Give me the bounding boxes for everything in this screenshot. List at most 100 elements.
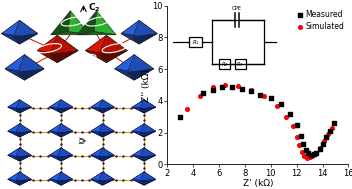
Polygon shape [99, 172, 114, 181]
Simulated [249, 88, 254, 91]
Polygon shape [91, 179, 107, 185]
Polygon shape [139, 34, 157, 44]
Polygon shape [61, 131, 73, 137]
Polygon shape [91, 100, 107, 109]
Polygon shape [8, 148, 24, 157]
Polygon shape [8, 124, 20, 133]
Measured [210, 88, 215, 91]
Polygon shape [8, 131, 20, 137]
Polygon shape [49, 172, 61, 181]
Polygon shape [13, 34, 38, 44]
Polygon shape [57, 107, 73, 113]
Legend: Measured, Simulated: Measured, Simulated [296, 9, 345, 31]
Polygon shape [36, 51, 65, 63]
Polygon shape [8, 131, 24, 137]
Polygon shape [102, 172, 114, 181]
Polygon shape [49, 179, 65, 185]
Polygon shape [144, 148, 156, 157]
Polygon shape [20, 172, 31, 181]
Measured [332, 122, 337, 125]
Polygon shape [8, 100, 24, 109]
Polygon shape [102, 124, 114, 133]
Polygon shape [140, 155, 156, 161]
Polygon shape [99, 100, 114, 109]
Simulated [302, 154, 307, 157]
Polygon shape [5, 55, 31, 73]
Polygon shape [1, 20, 20, 37]
Polygon shape [91, 124, 107, 133]
Polygon shape [132, 124, 144, 133]
Polygon shape [91, 107, 102, 113]
Polygon shape [5, 55, 25, 73]
Polygon shape [61, 179, 73, 185]
Polygon shape [51, 11, 70, 35]
Polygon shape [132, 124, 148, 133]
Polygon shape [91, 148, 107, 157]
Simulated [290, 125, 296, 128]
Polygon shape [99, 131, 114, 137]
Polygon shape [144, 107, 156, 113]
Polygon shape [91, 172, 102, 181]
Polygon shape [49, 124, 65, 133]
Measured [303, 149, 309, 152]
Polygon shape [77, 11, 96, 35]
Polygon shape [132, 148, 148, 157]
Measured [313, 151, 319, 154]
Polygon shape [132, 155, 148, 161]
Measured [308, 153, 314, 156]
Polygon shape [57, 124, 73, 133]
Polygon shape [8, 172, 20, 181]
Text: $\bigcirc$: $\bigcirc$ [78, 136, 86, 146]
Polygon shape [61, 172, 73, 181]
Simulated [307, 156, 313, 159]
Polygon shape [132, 148, 144, 157]
Polygon shape [132, 131, 144, 137]
Polygon shape [132, 100, 144, 109]
Y-axis label: Z'' (kΩ): Z'' (kΩ) [142, 69, 151, 101]
Polygon shape [144, 172, 156, 181]
X-axis label: Z' (kΩ): Z' (kΩ) [243, 179, 273, 188]
Polygon shape [13, 20, 38, 37]
Polygon shape [8, 179, 20, 185]
Polygon shape [36, 35, 65, 55]
Polygon shape [8, 107, 24, 113]
Polygon shape [132, 172, 144, 181]
Polygon shape [134, 55, 154, 73]
Polygon shape [115, 55, 141, 73]
Simulated [299, 150, 305, 153]
Simulated [210, 86, 215, 89]
Measured [229, 85, 235, 88]
Polygon shape [99, 35, 127, 55]
Polygon shape [8, 155, 24, 161]
Polygon shape [51, 32, 90, 35]
Polygon shape [49, 172, 65, 181]
Polygon shape [49, 155, 61, 161]
Polygon shape [57, 100, 73, 109]
Polygon shape [140, 148, 156, 157]
Polygon shape [57, 35, 78, 55]
Measured [219, 86, 225, 89]
Measured [320, 142, 325, 145]
Polygon shape [91, 155, 107, 161]
Measured [287, 112, 293, 115]
Simulated [317, 146, 323, 149]
Simulated [325, 133, 331, 136]
Polygon shape [57, 131, 73, 137]
Polygon shape [8, 155, 20, 161]
Polygon shape [102, 155, 114, 161]
Polygon shape [127, 55, 154, 73]
Polygon shape [15, 124, 31, 133]
Polygon shape [121, 20, 145, 37]
Polygon shape [102, 100, 114, 109]
Polygon shape [15, 100, 31, 109]
Text: $\mathbf{C_2}$: $\mathbf{C_2}$ [88, 2, 101, 14]
Simulated [296, 144, 302, 147]
Polygon shape [15, 107, 31, 113]
Polygon shape [18, 69, 44, 80]
Polygon shape [121, 34, 145, 44]
Polygon shape [36, 35, 57, 55]
Polygon shape [86, 51, 114, 63]
Polygon shape [139, 20, 157, 37]
Polygon shape [140, 124, 156, 133]
Polygon shape [20, 20, 38, 37]
